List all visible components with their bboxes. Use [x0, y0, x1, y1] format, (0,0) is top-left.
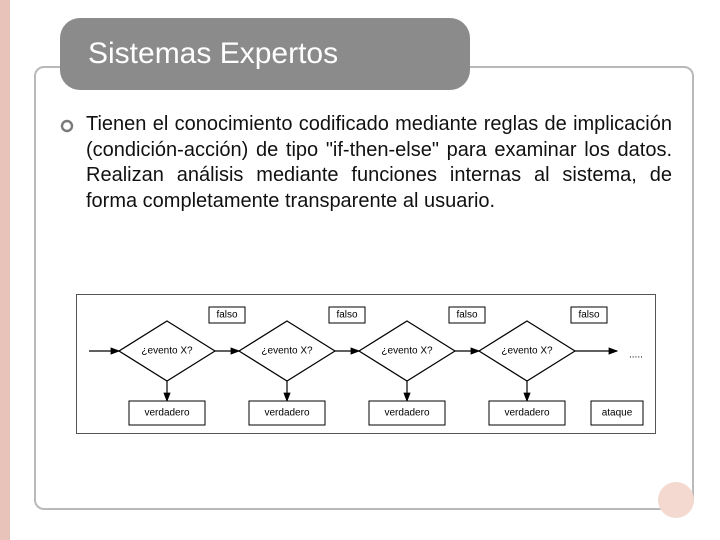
- svg-text:.....: .....: [629, 350, 643, 361]
- accent-strip: [0, 0, 10, 540]
- svg-text:ataque: ataque: [602, 408, 633, 419]
- bullet-item: Tienen el conocimiento codificado median…: [60, 112, 672, 214]
- svg-text:verdadero: verdadero: [504, 408, 549, 419]
- svg-text:¿evento X?: ¿evento X?: [261, 346, 313, 357]
- svg-text:¿evento X?: ¿evento X?: [141, 346, 193, 357]
- svg-text:falso: falso: [456, 310, 478, 321]
- slide: Sistemas Expertos Tienen el conocimiento…: [0, 0, 720, 540]
- svg-text:¿evento X?: ¿evento X?: [381, 346, 433, 357]
- svg-text:falso: falso: [216, 310, 238, 321]
- svg-text:falso: falso: [336, 310, 358, 321]
- svg-text:verdadero: verdadero: [264, 408, 309, 419]
- slide-title: Sistemas Expertos: [88, 37, 338, 71]
- flowchart-svg: falso falso falso falso..... ¿evento X? ¿even…: [77, 295, 657, 435]
- svg-text:verdadero: verdadero: [144, 408, 189, 419]
- svg-text:falso: falso: [578, 310, 600, 321]
- bullet-text: Tienen el conocimiento codificado median…: [86, 112, 672, 214]
- svg-text:¿evento X?: ¿evento X?: [501, 346, 553, 357]
- flowchart-diagram: falso falso falso falso..... ¿evento X? ¿even…: [76, 294, 656, 434]
- title-tab: Sistemas Expertos: [60, 18, 470, 90]
- svg-text:verdadero: verdadero: [384, 408, 429, 419]
- body-area: Tienen el conocimiento codificado median…: [60, 112, 672, 214]
- decorative-dot-icon: [658, 482, 694, 518]
- ring-bullet-icon: [60, 119, 74, 138]
